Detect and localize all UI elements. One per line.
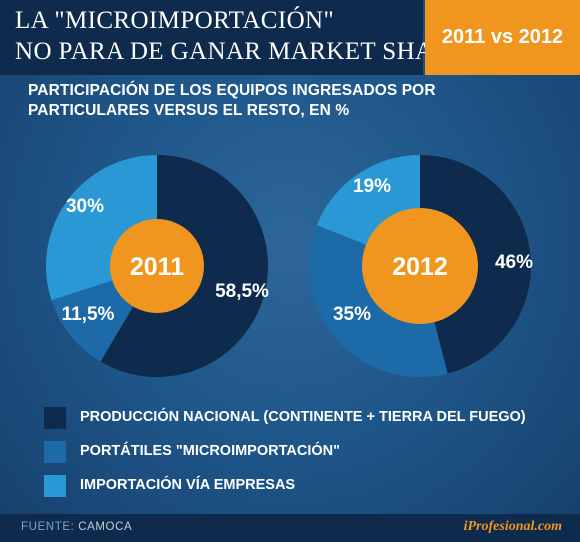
title-box: LA "MICROIMPORTACIÓN" NO PARA DE GANAR M… [0,0,466,75]
center-label-2011: 2011 [130,253,184,281]
value-label-2011-nacional: 58,5% [215,281,269,302]
footer: FUENTE: CAMOCA iProfesional.com [0,514,580,542]
source-name: CAMOCA [78,521,133,533]
brand-logo: iProfesional.com [463,519,562,534]
source: FUENTE: CAMOCA [21,521,132,533]
value-label-2011-empresas: 30% [66,196,104,217]
subtitle-line-1: PARTICIPACIÓN DE LOS EQUIPOS INGRESADOS … [28,82,436,99]
donut-center-2011 [110,219,204,313]
legend-label-microimportacion: PORTÁTILES "MICROIMPORTACIÓN" [80,443,340,459]
value-label-2012-microimportacion: 35% [333,304,371,325]
source-label: FUENTE: [21,521,75,533]
legend-swatch-empresas [44,475,66,497]
donut-center-2012 [362,208,478,324]
title-line-2: NO PARA DE GANAR MARKET SHARE [15,38,467,65]
value-label-2012-nacional: 46% [495,252,533,273]
years-badge: 2011 vs 2012 [425,0,580,75]
subtitle-line-2: PARTICULARES VERSUS EL RESTO, EN % [28,102,350,119]
center-label-2012: 2012 [392,253,448,281]
donut-charts: 2011 58,5% 11,5% 30% 2012 46% 35% 19% [45,154,533,377]
legend-swatch-microimportacion [44,441,66,463]
value-label-2012-empresas: 19% [353,176,391,197]
legend-label-nacional: PRODUCCIÓN NACIONAL (CONTINENTE + TIERRA… [80,409,526,425]
title-line-1: LA "MICROIMPORTACIÓN" [15,7,335,34]
value-label-2011-microimportacion: 11,5% [62,304,115,325]
legend-swatch-nacional [44,407,66,429]
legend-label-empresas: IMPORTACIÓN VÍA EMPRESAS [80,477,296,493]
